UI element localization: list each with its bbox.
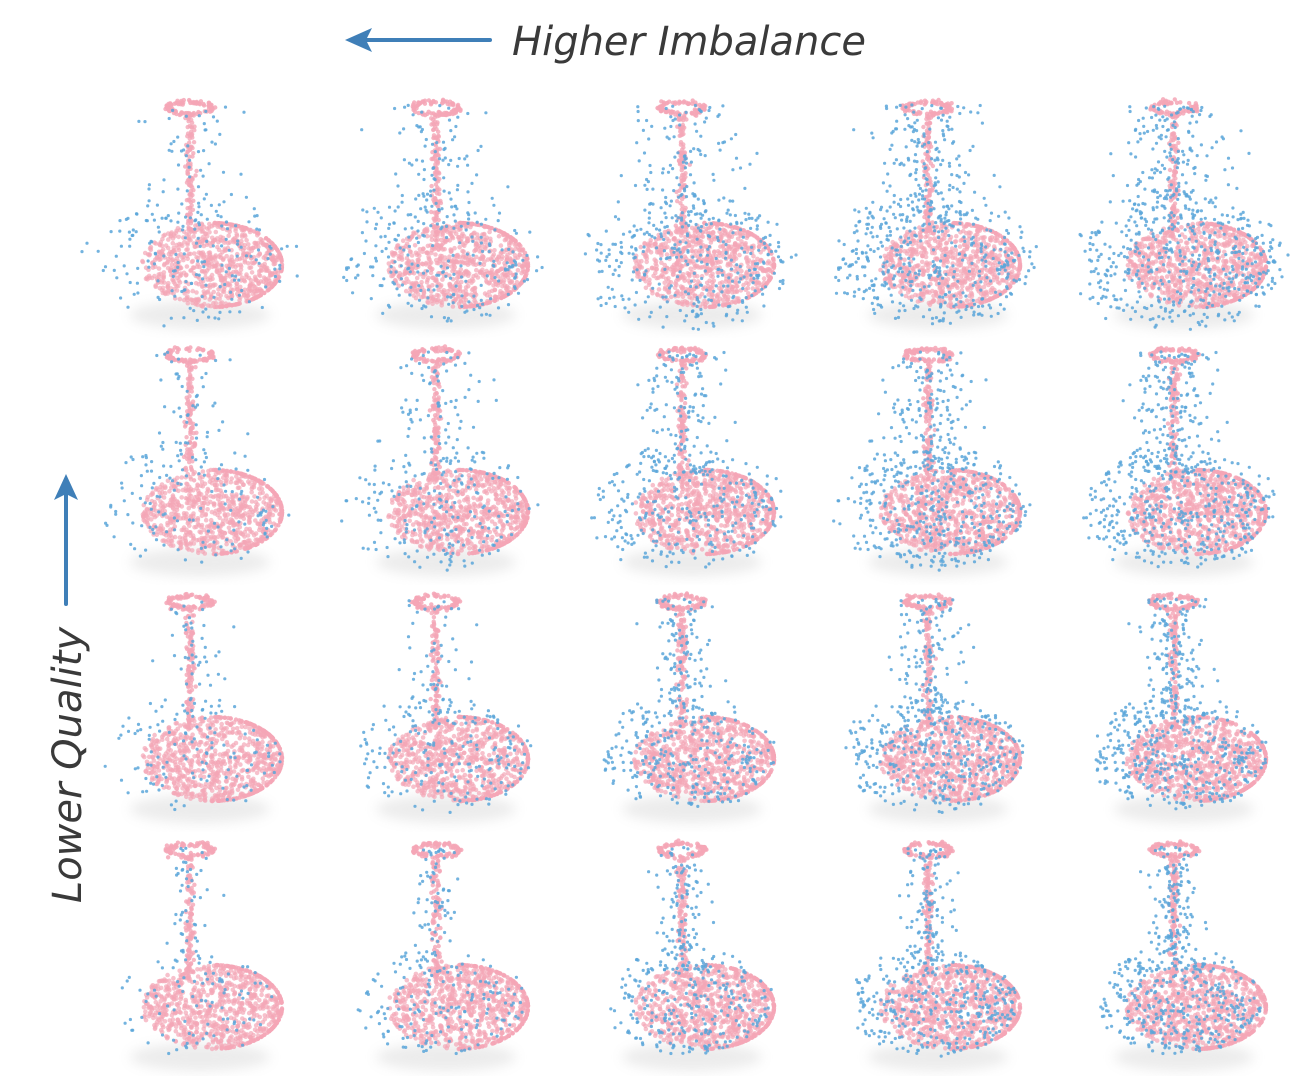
panel-grid — [80, 97, 1290, 1071]
point-cloud-panel — [359, 591, 533, 823]
point-cloud-panel — [342, 97, 544, 329]
point-cloud-panel — [834, 97, 1038, 329]
point-cloud-panel — [1094, 591, 1269, 823]
x-axis-label: Higher Imbalance — [512, 22, 866, 62]
side-arrow — [54, 474, 78, 1037]
top-arrow — [345, 28, 1026, 52]
point-cloud-panel — [590, 345, 783, 576]
point-cloud-panel — [844, 592, 1025, 823]
point-cloud-panel — [855, 839, 1023, 1071]
point-cloud-panel — [104, 345, 291, 576]
point-cloud-panel — [1082, 345, 1276, 576]
y-axis-label: Lower Quality — [45, 627, 91, 903]
point-cloud-panel — [583, 98, 798, 331]
point-cloud-panel — [602, 591, 777, 823]
point-cloud-panel — [1078, 97, 1290, 331]
point-cloud-panel — [340, 344, 540, 576]
point-cloud-panel — [356, 840, 531, 1071]
point-cloud-panel — [103, 591, 285, 823]
point-cloud-panel — [120, 840, 285, 1071]
point-cloud-panel — [609, 838, 777, 1071]
point-cloud-panel — [832, 345, 1032, 576]
point-cloud-panel — [80, 97, 299, 329]
point-cloud-panel — [1099, 839, 1269, 1071]
